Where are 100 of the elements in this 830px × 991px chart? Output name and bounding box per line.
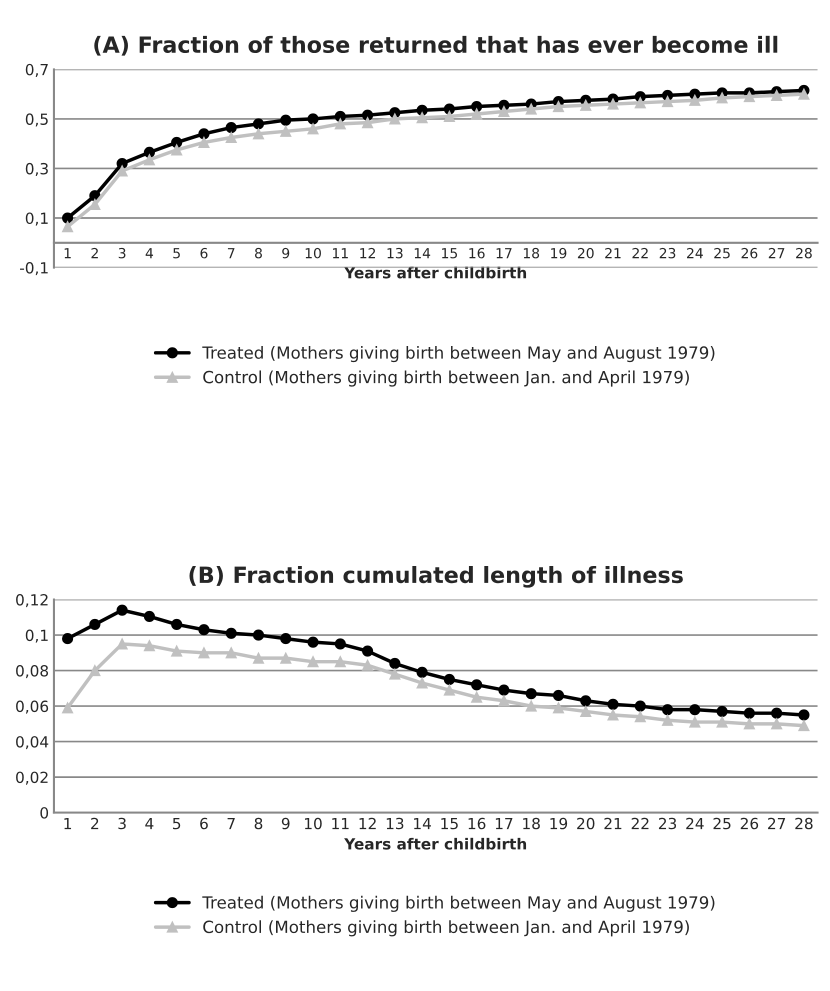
point bbox=[198, 624, 210, 636]
point bbox=[116, 638, 128, 650]
point bbox=[444, 674, 455, 686]
x-tick-label: 16 bbox=[469, 248, 485, 258]
x-tick-label: 11 bbox=[332, 248, 348, 258]
x-tick-label: 20 bbox=[578, 248, 594, 258]
x-tick-label: 16 bbox=[468, 818, 486, 830]
point bbox=[307, 113, 319, 124]
x-tick-label: 27 bbox=[768, 248, 784, 258]
x-tick-label: 3 bbox=[118, 818, 126, 830]
x-tick-label: 5 bbox=[173, 248, 180, 258]
point bbox=[716, 716, 728, 728]
point bbox=[198, 136, 210, 148]
point bbox=[307, 636, 319, 648]
point bbox=[144, 154, 155, 166]
x-tick-label: 1 bbox=[64, 248, 71, 258]
point bbox=[252, 128, 264, 140]
point bbox=[771, 718, 782, 730]
x-tick-label: 7 bbox=[228, 248, 234, 258]
x-tick-label: 12 bbox=[360, 818, 376, 830]
x-tick-label: 10 bbox=[306, 248, 321, 258]
point bbox=[444, 103, 455, 115]
point bbox=[116, 165, 128, 177]
point bbox=[280, 126, 292, 137]
point bbox=[252, 652, 264, 664]
x-tick-label: 6 bbox=[200, 248, 208, 258]
point bbox=[362, 110, 374, 121]
point bbox=[280, 652, 292, 664]
point bbox=[798, 88, 810, 100]
point bbox=[389, 658, 400, 670]
point bbox=[362, 645, 374, 657]
x-tick-label: 15 bbox=[442, 248, 458, 258]
x-tick-label: 28 bbox=[795, 818, 813, 830]
x-tick-label: 23 bbox=[660, 248, 676, 258]
x-tick-label: 17 bbox=[496, 818, 512, 830]
point bbox=[662, 714, 674, 726]
point bbox=[62, 633, 74, 644]
point bbox=[252, 630, 264, 641]
point bbox=[744, 708, 755, 719]
x-tick-label: 26 bbox=[742, 248, 758, 258]
point bbox=[744, 718, 755, 730]
point bbox=[444, 684, 455, 696]
point bbox=[89, 618, 100, 630]
point bbox=[471, 692, 482, 703]
x-tick-label: 11 bbox=[332, 818, 349, 830]
legend-label: Control (Mothers giving birth between Jan. and April 1979) bbox=[203, 920, 689, 936]
x-tick-label: 25 bbox=[714, 248, 730, 258]
point bbox=[471, 108, 482, 120]
point bbox=[389, 113, 400, 124]
point bbox=[716, 92, 728, 104]
point bbox=[334, 638, 346, 650]
x-tick-label: 8 bbox=[254, 818, 262, 830]
point bbox=[198, 128, 210, 140]
point bbox=[689, 716, 700, 728]
legend-label: Control (Mothers giving birth between Jan. and April 1979) bbox=[203, 370, 689, 387]
x-tick-label: 2 bbox=[91, 818, 98, 830]
x-tick-label: 18 bbox=[524, 248, 540, 258]
point bbox=[771, 708, 782, 719]
point bbox=[171, 645, 182, 657]
point bbox=[526, 103, 537, 115]
x-tick-label: 26 bbox=[740, 818, 758, 830]
x-tick-label: 21 bbox=[605, 248, 621, 258]
legend-label: Treated (Mothers giving birth between May and August 1979) bbox=[202, 896, 714, 912]
point bbox=[471, 679, 482, 690]
point bbox=[607, 709, 619, 721]
point bbox=[62, 702, 74, 714]
point bbox=[416, 104, 428, 116]
y-tick-label: 0,3 bbox=[26, 162, 48, 176]
point bbox=[171, 144, 182, 156]
x-tick-label: 22 bbox=[632, 818, 648, 830]
x-tick-label: 8 bbox=[255, 248, 262, 258]
x-tick-label: 9 bbox=[282, 248, 290, 258]
x-tick-label: 1 bbox=[64, 818, 72, 830]
point bbox=[580, 695, 592, 706]
x-tick-label: 24 bbox=[687, 248, 703, 258]
point bbox=[634, 711, 646, 722]
x-tick-label: 15 bbox=[441, 818, 458, 830]
point bbox=[171, 618, 182, 630]
point bbox=[552, 690, 564, 701]
point bbox=[89, 665, 100, 676]
y-tick-label: 0,08 bbox=[16, 665, 48, 678]
x-tick-label: 27 bbox=[768, 818, 786, 830]
point bbox=[198, 647, 210, 658]
x-tick-label: 4 bbox=[146, 248, 154, 258]
point bbox=[416, 677, 428, 689]
y-tick-label: 0,06 bbox=[16, 700, 48, 714]
point bbox=[226, 122, 237, 134]
point bbox=[744, 91, 755, 102]
point bbox=[798, 709, 810, 721]
point bbox=[580, 100, 592, 111]
y-tick-label: 0,02 bbox=[16, 772, 48, 785]
point bbox=[716, 706, 728, 717]
point bbox=[116, 604, 128, 616]
point bbox=[798, 720, 810, 732]
point bbox=[334, 656, 346, 668]
point bbox=[307, 123, 319, 134]
point bbox=[552, 702, 564, 714]
point bbox=[416, 112, 428, 124]
point bbox=[471, 100, 482, 112]
point bbox=[634, 700, 646, 712]
